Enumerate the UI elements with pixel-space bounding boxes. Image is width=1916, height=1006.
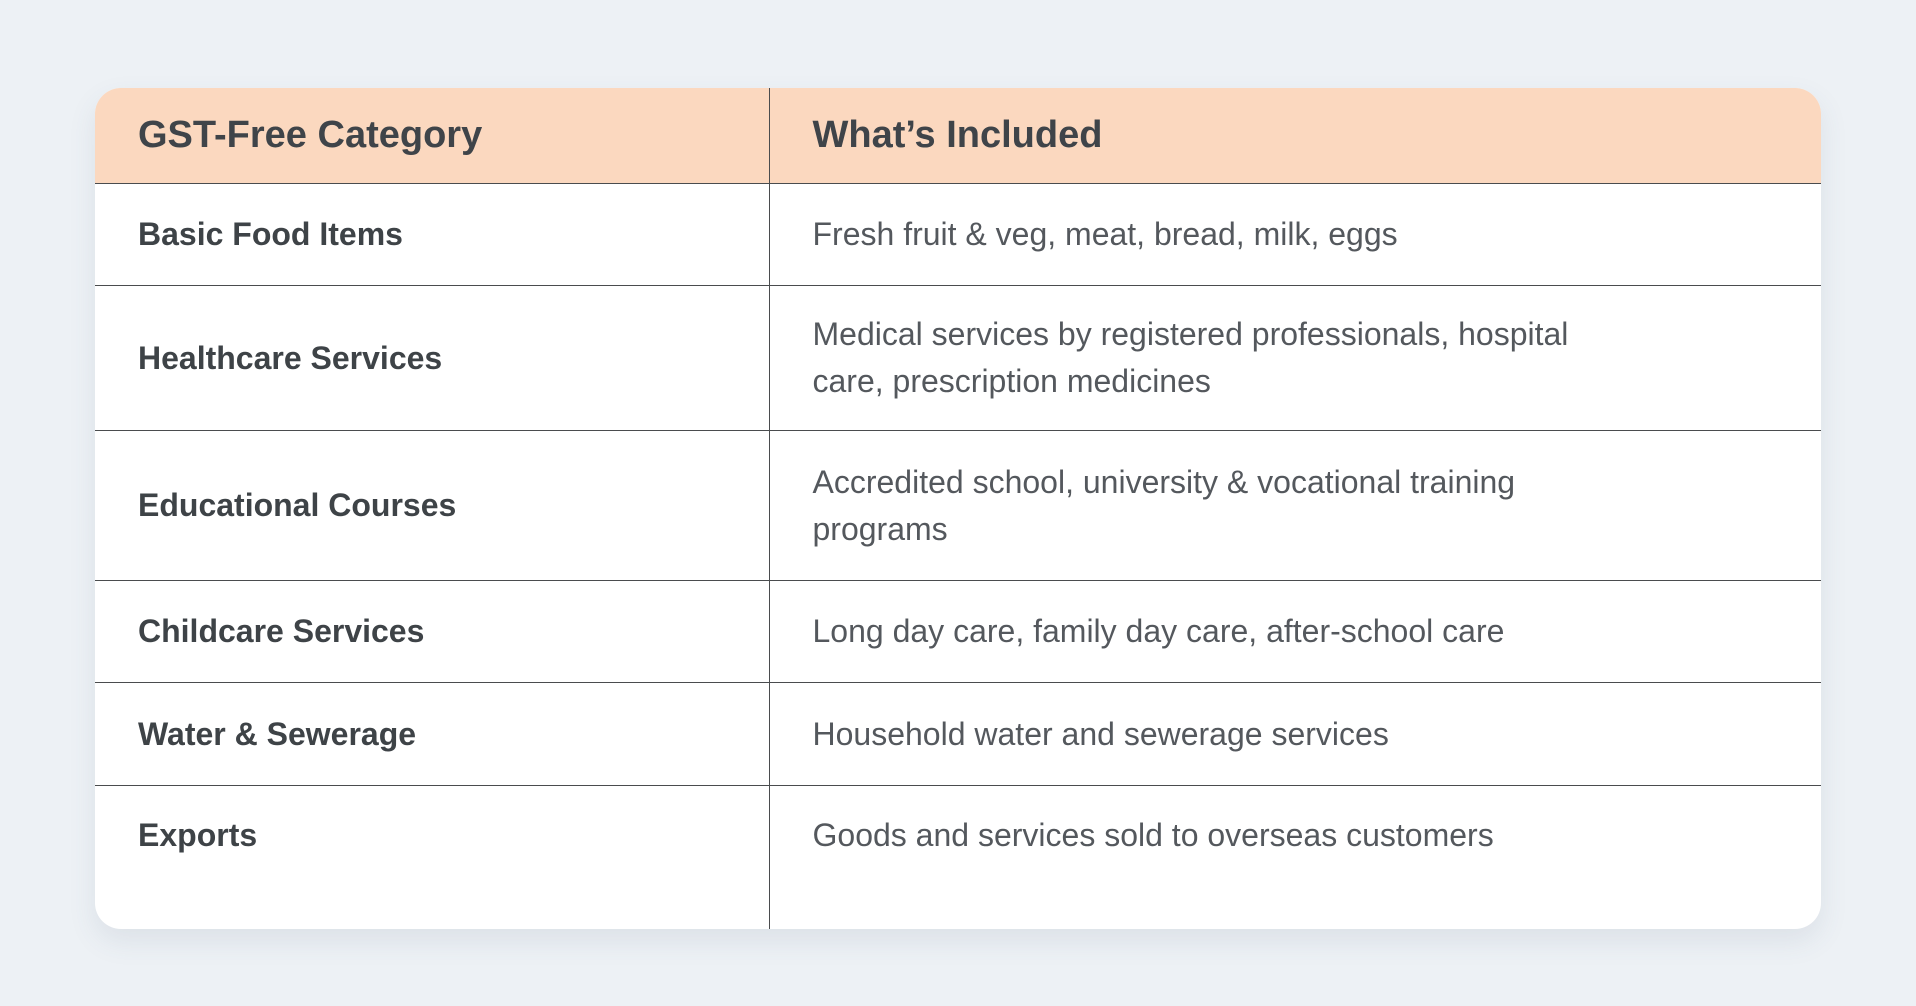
included-cell: Household water and sewerage services <box>768 682 1821 786</box>
included-cell: Long day care, family day care, after-sc… <box>768 580 1821 683</box>
included-cell: Accredited school, university & vocation… <box>768 430 1821 581</box>
table-row: Water & Sewerage Household water and sew… <box>95 682 1821 786</box>
category-cell: Exports <box>138 817 258 853</box>
table-header-row: GST-Free Category What’s Included <box>95 88 1821 184</box>
table-row: Childcare Services Long day care, family… <box>95 580 1821 683</box>
table-body: Basic Food Items Fresh fruit & veg, meat… <box>95 183 1821 929</box>
category-cell: Childcare Services <box>95 580 769 683</box>
gst-free-table: GST-Free Category What’s Included Basic … <box>95 88 1821 929</box>
table-row: Exports Goods and services sold to overs… <box>95 785 1821 929</box>
table-row: Healthcare Services Medical services by … <box>95 285 1821 431</box>
gst-free-table-card: GST-Free Category What’s Included Basic … <box>95 88 1821 929</box>
column-header-included: What’s Included <box>768 88 1821 184</box>
category-cell: Educational Courses <box>95 430 769 581</box>
table-row: Educational Courses Accredited school, u… <box>95 430 1821 581</box>
table-row: Basic Food Items Fresh fruit & veg, meat… <box>95 183 1821 286</box>
included-cell: Fresh fruit & veg, meat, bread, milk, eg… <box>768 183 1821 286</box>
included-cell: Goods and services sold to overseas cust… <box>768 785 1821 929</box>
category-cell: Healthcare Services <box>95 285 769 431</box>
category-cell: Water & Sewerage <box>95 682 769 786</box>
category-cell: Basic Food Items <box>95 183 769 286</box>
included-cell: Medical services by registered professio… <box>768 285 1821 431</box>
column-header-category: GST-Free Category <box>95 88 769 184</box>
